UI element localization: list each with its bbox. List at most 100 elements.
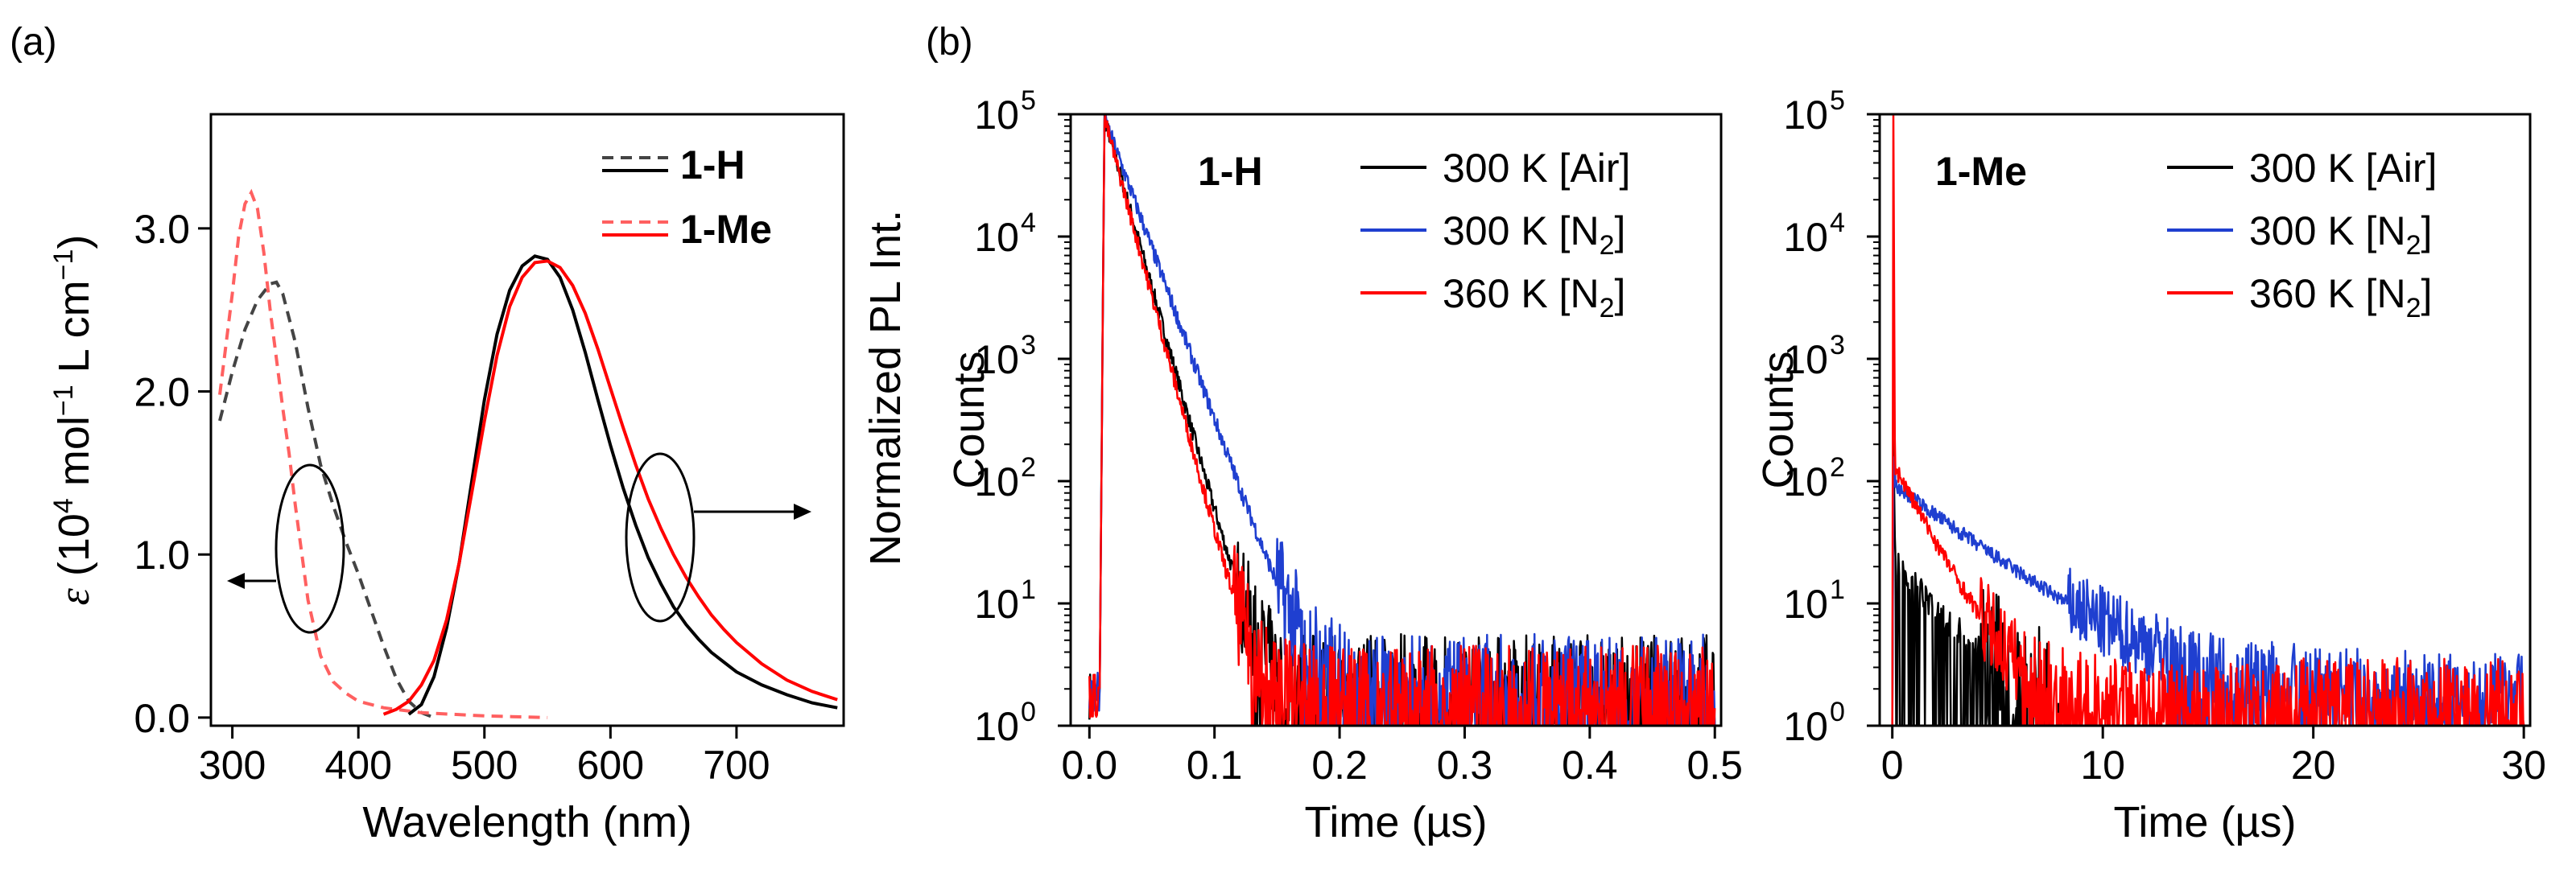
chart-a-ylabel-symbol: ε bbox=[50, 587, 98, 605]
chart-b2-ytick-exp: 2 bbox=[1830, 452, 1845, 483]
legend-b2-n2-300-text: 300 K [N bbox=[2249, 208, 2406, 253]
chart-b2-xtick-label: 20 bbox=[2291, 743, 2336, 788]
chart-a-ytick-label: 3.0 bbox=[134, 207, 190, 252]
chart-b1-xlabel: Time (µs) bbox=[1304, 798, 1487, 846]
chart-a-xtick-label: 300 bbox=[199, 743, 266, 788]
chart-b1-ytick-exp: 0 bbox=[1021, 697, 1036, 727]
legend-b1-n2-300-close: ] bbox=[1614, 208, 1625, 253]
chart-b2-ytick-label: 10 bbox=[1783, 337, 1828, 382]
chart-b1-ytick-label: 10 bbox=[974, 704, 1019, 749]
legend-a-1me-label: 1-Me bbox=[680, 207, 772, 252]
chart-a-ylabel-exp3: −1 bbox=[48, 249, 79, 281]
chart-a-xtick-label: 500 bbox=[451, 743, 518, 788]
chart-b2-ytick-label: 10 bbox=[1783, 582, 1828, 627]
chart-b2-ytick-exp: 5 bbox=[1830, 85, 1845, 116]
chart-a-ytick-label: 2.0 bbox=[134, 370, 190, 415]
chart-a-ylabel-end: ) bbox=[50, 235, 98, 249]
chart-b1-series-2 bbox=[1088, 113, 1716, 727]
chart-a-ylabel-base: (10 bbox=[50, 513, 98, 588]
chart-b1-xtick-label: 0.2 bbox=[1311, 743, 1368, 788]
chart-b1-ytick-label: 10 bbox=[974, 582, 1019, 627]
chart-a-xlabel: Wavelength (nm) bbox=[362, 798, 691, 846]
chart-b2-series-2 bbox=[1891, 113, 2525, 727]
legend-b2-air-label: 300 K [Air] bbox=[2249, 146, 2437, 191]
chart-b2-ytick-exp: 4 bbox=[1830, 208, 1845, 238]
legend-b2-n2-360-label: 360 K [N2] bbox=[2249, 271, 2432, 323]
chart-b1-xtick-label: 0.5 bbox=[1686, 743, 1743, 788]
legend-b1-n2-360-label: 360 K [N2] bbox=[1443, 271, 1625, 323]
legend-b1-air-label: 300 K [Air] bbox=[1443, 146, 1630, 191]
legend-a-1h-label: 1-H bbox=[680, 142, 745, 187]
chart-b1-title: 1-H bbox=[1198, 149, 1263, 194]
chart-a-series-0 bbox=[218, 280, 435, 719]
chart-b1-ylabel-outer: Normalized PL Int. bbox=[861, 210, 910, 566]
legend-b2-n2-360-close: ] bbox=[2421, 271, 2432, 316]
legend-b2-n2-300-close: ] bbox=[2421, 208, 2432, 253]
chart-a-xtick-label: 600 bbox=[577, 743, 644, 788]
chart-b1-legend: 300 K [Air] 300 K [N2] 360 K [N2] bbox=[1360, 146, 1630, 323]
chart-b1-series-1 bbox=[1088, 113, 1716, 727]
chart-a-ylabel-exp1: 4 bbox=[48, 498, 79, 513]
chart-b1-series-0 bbox=[1088, 113, 1716, 727]
chart-a-ylabel-exp2: −1 bbox=[48, 385, 79, 416]
legend-b1-n2-300-sub: 2 bbox=[1600, 230, 1615, 261]
chart-b1-ytick-label: 10 bbox=[974, 215, 1019, 260]
chart-b1-ytick-exp: 2 bbox=[1021, 452, 1036, 483]
panel-label-a: (a) bbox=[10, 21, 57, 64]
chart-a-ytick-label: 1.0 bbox=[134, 533, 190, 578]
chart-a-annotations bbox=[227, 452, 811, 634]
legend-b1-n2-360-close: ] bbox=[1614, 271, 1625, 316]
legend-b1-n2-300-label: 300 K [N2] bbox=[1443, 208, 1625, 261]
chart-b2-ytick-label: 10 bbox=[1783, 459, 1828, 504]
chart-b2-ytick-exp: 3 bbox=[1830, 330, 1845, 360]
chart-b1-ytick-exp: 1 bbox=[1021, 574, 1036, 605]
chart-b2-ytick-label: 10 bbox=[1783, 704, 1828, 749]
chart-b1-ytick-exp: 4 bbox=[1021, 208, 1036, 238]
chart-b2-ytick-exp: 1 bbox=[1830, 574, 1845, 605]
chart-b2-ytick-label: 10 bbox=[1783, 215, 1828, 260]
legend-b2-n2-360-text: 360 K [N bbox=[2249, 271, 2406, 316]
chart-a-legend: 1-H 1-Me bbox=[602, 142, 772, 252]
panel-label-b: (b) bbox=[926, 21, 973, 64]
legend-b2-n2-300-sub: 2 bbox=[2406, 230, 2421, 261]
chart-a-series-3 bbox=[382, 259, 838, 716]
chart-a-series-2 bbox=[407, 254, 838, 716]
annotation-arrow-left-head bbox=[227, 573, 245, 589]
chart-b1-xtick-label: 0.3 bbox=[1437, 743, 1493, 788]
chart-b1-xtick-label: 0.4 bbox=[1562, 743, 1618, 788]
chart-a-xtick-label: 700 bbox=[703, 743, 770, 788]
chart-b1-ytick-label: 10 bbox=[974, 459, 1019, 504]
annotation-arrow-right-head bbox=[794, 504, 811, 520]
chart-b2-title: 1-Me bbox=[1935, 149, 2027, 194]
chart-b1-ytick-label: 10 bbox=[974, 93, 1019, 138]
chart-b2-xtick-label: 0 bbox=[1881, 743, 1904, 788]
chart-b2-xtick-label: 10 bbox=[2080, 743, 2125, 788]
chart-b2-frame bbox=[1878, 113, 2532, 727]
chart-a: 300 400 500 600 700 0.0 1.0 2.0 3.0 Wavelength (… bbox=[48, 113, 845, 846]
chart-b2-ytick-label: 10 bbox=[1783, 93, 1828, 138]
chart-b1-frame bbox=[1069, 113, 1723, 727]
annotation-ellipse-emission bbox=[625, 452, 696, 623]
chart-a-ylabel-mid2: L cm bbox=[50, 280, 98, 385]
legend-b1-n2-360-text: 360 K [N bbox=[1443, 271, 1600, 316]
chart-b1-ytick-exp: 3 bbox=[1021, 330, 1036, 360]
chart-b2-xlabel: Time (µs) bbox=[2113, 798, 2296, 846]
chart-b2-ytick-exp: 0 bbox=[1830, 697, 1845, 727]
legend-b2-n2-360-sub: 2 bbox=[2406, 293, 2421, 323]
chart-b2-ylabel: Counts bbox=[1754, 351, 1802, 488]
chart-a-series-layer bbox=[218, 188, 838, 719]
chart-a-ytick-label: 0.0 bbox=[134, 696, 190, 741]
chart-b1-xtick-label: 0.1 bbox=[1187, 743, 1243, 788]
legend-b2-n2-300-label: 300 K [N2] bbox=[2249, 208, 2432, 261]
chart-a-ylabel: ε (104 mol−1 L cm−1) bbox=[48, 235, 98, 606]
chart-b1-ytick-label: 10 bbox=[974, 337, 1019, 382]
chart-a-xtick-label: 400 bbox=[324, 743, 391, 788]
legend-b1-n2-300-text: 300 K [N bbox=[1443, 208, 1600, 253]
chart-b1-ytick-exp: 5 bbox=[1021, 85, 1036, 116]
legend-b1-n2-360-sub: 2 bbox=[1600, 293, 1615, 323]
chart-b2-legend: 300 K [Air] 300 K [N2] 360 K [N2] bbox=[2167, 146, 2437, 323]
